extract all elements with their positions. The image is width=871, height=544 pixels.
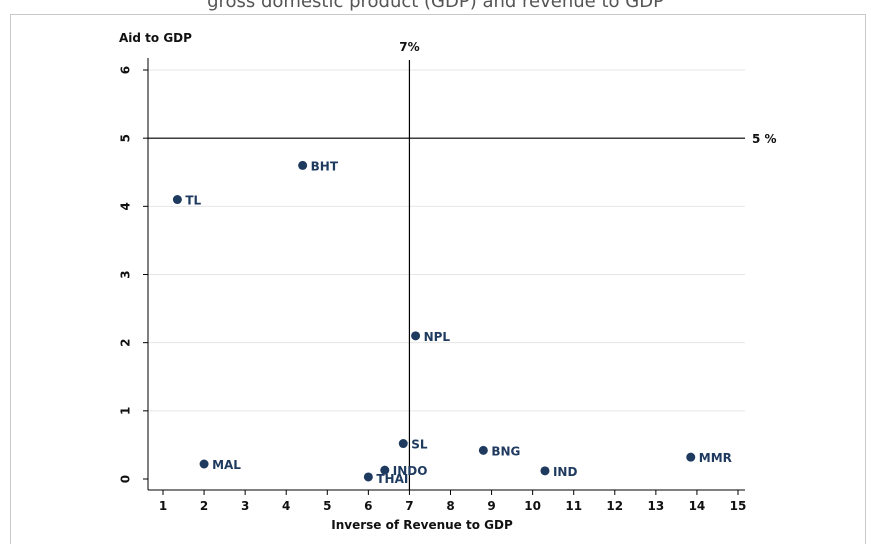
x-tick-label: 7 <box>405 499 413 513</box>
y-tick-label: 5 <box>119 134 133 142</box>
point-label-bng: BNG <box>491 444 520 458</box>
x-tick-label: 10 <box>524 499 541 513</box>
x-tick-label: 1 <box>159 499 167 513</box>
point-label-npl: NPL <box>424 330 451 344</box>
y-tick-label: 1 <box>119 407 133 415</box>
point-thai <box>363 472 373 482</box>
point-npl <box>411 331 421 341</box>
reference-label-vertical: 7% <box>399 40 419 54</box>
x-tick-label: 6 <box>364 499 372 513</box>
point-label-bht: BHT <box>311 159 339 173</box>
point-mal <box>199 459 209 469</box>
point-ind <box>540 466 550 476</box>
point-label-indo: INDO <box>393 464 428 478</box>
point-indo <box>380 465 390 475</box>
point-mmr <box>686 452 696 462</box>
x-axis-title: Inverse of Revenue to GDP <box>331 518 513 532</box>
reference-lines: 7% 5 % <box>148 40 777 490</box>
point-label-thai: THAI <box>376 472 408 486</box>
x-tick-label: 14 <box>689 499 706 513</box>
reference-label-horizontal: 5 % <box>752 132 777 146</box>
x-tick-label: 15 <box>730 499 747 513</box>
y-tick-label: 4 <box>119 202 133 210</box>
point-label-tl: TL <box>185 194 201 208</box>
y-tick-label: 3 <box>119 270 133 278</box>
point-bht <box>298 160 308 170</box>
point-label-mmr: MMR <box>699 451 732 465</box>
y-tick-label: 6 <box>119 66 133 74</box>
point-label-mal: MAL <box>212 458 241 472</box>
x-tick-label: 4 <box>282 499 290 513</box>
x-tick-label: 2 <box>200 499 208 513</box>
y-tick-label: 0 <box>119 475 133 483</box>
point-label-sl: SL <box>411 438 428 452</box>
grid-lines <box>148 69 745 412</box>
chart-frame <box>10 14 866 544</box>
x-tick-label: 12 <box>606 499 623 513</box>
y-tick-label: 2 <box>119 338 133 346</box>
point-bng <box>478 445 488 455</box>
x-tick-label: 11 <box>565 499 582 513</box>
top-caption: gross domestic product (GDP) and revenue… <box>207 0 664 12</box>
x-tick-label: 5 <box>323 499 331 513</box>
y-axis-title: Aid to GDP <box>119 31 192 45</box>
x-tick-label: 8 <box>446 499 454 513</box>
x-tick-label: 9 <box>487 499 495 513</box>
x-tick-label: 13 <box>648 499 665 513</box>
point-tl <box>172 195 182 205</box>
x-tick-label: 3 <box>241 499 249 513</box>
point-sl <box>398 439 408 449</box>
point-label-ind: IND <box>553 465 578 479</box>
